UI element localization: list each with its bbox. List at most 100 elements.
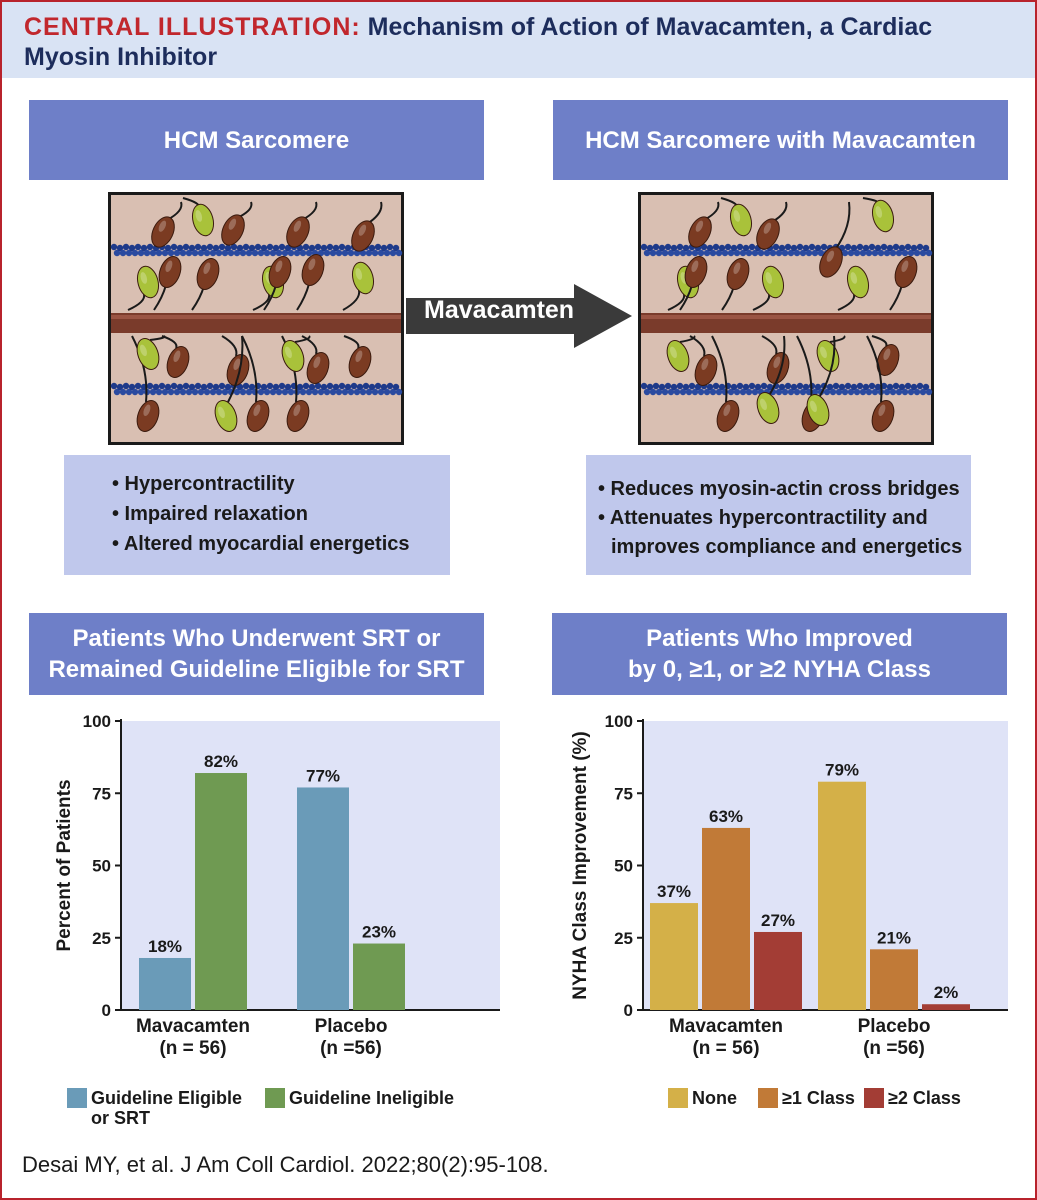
myosin-neck [227, 335, 244, 403]
bar [754, 931, 802, 1010]
myosin-neck [131, 335, 148, 403]
myosin-head-inhibited [729, 203, 753, 237]
myosin-head-inhibited [806, 394, 830, 426]
myosin-head [351, 220, 375, 252]
y-tick-label: 75 [614, 784, 633, 803]
myosin-neck [834, 201, 851, 251]
hcm-features-box: • Hypercontractility • Impaired relaxati… [64, 455, 450, 575]
bar-value-label: 2% [934, 983, 959, 1002]
myosin-head [894, 256, 918, 288]
myosin-neck [769, 335, 786, 395]
myosin-head [306, 352, 330, 384]
actin-filament [110, 243, 403, 257]
myosin-head-inhibited [214, 400, 238, 432]
myosin-neck [819, 335, 836, 397]
bullet-item: improves compliance and energetics [611, 536, 963, 558]
panel-head-nyha-line1: Patients Who Improved [646, 625, 913, 652]
y-tick-label: 50 [614, 857, 633, 876]
myosin-neck [241, 335, 258, 403]
myosin-head-inhibited [281, 340, 305, 372]
legend-label: Guideline Eligible or SRT [91, 1088, 243, 1128]
bar-value-label: 37% [657, 882, 691, 901]
legend-label: ≥2 Class [888, 1088, 961, 1108]
x-category-label: (n = 56) [159, 1038, 226, 1059]
x-category-label: Mavacamten [669, 1016, 783, 1037]
legend-swatch [67, 1088, 87, 1108]
myosin-neck [342, 289, 361, 311]
y-axis-label: NYHA Class Improvement (%) [570, 731, 591, 1000]
header-title: Mechanism of Action of Mavacamten, a Car… [24, 13, 933, 71]
myosin-head [286, 216, 310, 248]
legend-label: None [692, 1088, 737, 1108]
nyha-chart-legend: None ≥1 Class ≥2 Class [668, 1088, 998, 1112]
bar [922, 1004, 970, 1010]
panel-head-hcm-sarcomere-label: HCM Sarcomere [163, 126, 350, 154]
y-axis-label: Percent of Patients [54, 779, 75, 951]
myosin-head-inhibited [191, 203, 215, 237]
myosin-head-inhibited [761, 265, 785, 299]
bar-value-label: 23% [362, 923, 396, 942]
bar [353, 943, 405, 1010]
myosin-neck [871, 335, 888, 347]
panel-head-srt: Patients Who Underwent SRT or Remained G… [29, 613, 484, 695]
panel-head-srt-line1: Patients Who Underwent SRT or [72, 625, 441, 652]
legend-swatch [265, 1088, 285, 1108]
arrow-label: Mavacamten [424, 296, 575, 324]
bullet-item: • Attenuates hypercontractility and [598, 507, 928, 529]
bar-value-label: 79% [825, 761, 859, 780]
arrow-shape [406, 284, 632, 348]
bar-value-label: 77% [306, 766, 340, 785]
legend-item: None [668, 1088, 737, 1108]
bar [139, 957, 191, 1010]
mavacamten-arrow: Mavacamten [406, 284, 632, 348]
header-kicker: CENTRAL ILLUSTRATION: [24, 13, 361, 41]
myosin-head [819, 246, 843, 278]
bullet-item: • Altered myocardial energetics [112, 533, 410, 555]
bar [650, 903, 698, 1010]
myosin-head [286, 400, 310, 432]
bullet-item: • Reduces myosin-actin cross bridges [598, 478, 960, 500]
myosin-neck [866, 335, 883, 403]
y-tick-label: 100 [605, 712, 633, 731]
bar-value-label: 21% [877, 928, 911, 947]
y-tick-label: 25 [92, 929, 111, 948]
myosin-head-inhibited [351, 261, 375, 295]
sarcomere-mavacamten-illustration [638, 192, 934, 445]
panel-head-nyha-line2: by 0, ≥1, or ≥2 NYHA Class [628, 656, 931, 683]
x-category-label: (n = 56) [692, 1038, 759, 1059]
myosin-neck [829, 335, 846, 343]
myosin-head [196, 258, 220, 290]
srt-eligibility-chart: 0 25 50 75 100 Percent of Patients 18% 82% Mavac… [54, 712, 500, 1059]
citation: Desai MY, et al. J Am Coll Cardiol. 2022… [22, 1152, 549, 1177]
myosin-head [684, 256, 708, 288]
x-category-label: (n =56) [320, 1038, 382, 1059]
bar-value-label: 82% [204, 752, 238, 771]
myosin-head [726, 258, 750, 290]
myosin-neck [711, 335, 728, 403]
bar [870, 949, 918, 1010]
panel-head-hcm-mavacamten: HCM Sarcomere with Mavacamten [553, 100, 1008, 180]
myosin-head [268, 256, 292, 288]
panel-head-nyha: Patients Who Improved by 0, ≥1, or ≥2 NY… [552, 613, 1007, 695]
myosin-head [151, 216, 175, 248]
bar [702, 827, 750, 1010]
myosin-head-inhibited [871, 199, 895, 233]
x-category-label: Placebo [858, 1016, 931, 1037]
bullet-item: • Impaired relaxation [112, 503, 308, 525]
myosin-head [756, 218, 780, 250]
y-tick-label: 25 [614, 929, 633, 948]
srt-chart-legend: Guideline Eligible or SRT Guideline Inelig… [67, 1088, 487, 1132]
myosin-neck [149, 335, 166, 341]
myosin-head-inhibited [756, 392, 780, 424]
x-category-label: Placebo [315, 1016, 388, 1037]
myosin-neck [343, 335, 360, 349]
myosin-head [688, 216, 712, 248]
y-tick-label: 100 [83, 712, 111, 731]
mavacamten-effects-box: • Reduces myosin-actin cross bridges • A… [586, 455, 971, 575]
x-category-label: Mavacamten [136, 1016, 250, 1037]
panel-head-srt-line2: Remained Guideline Eligible for SRT [48, 656, 465, 683]
bar-value-label: 27% [761, 911, 795, 930]
legend-swatch [864, 1088, 884, 1108]
myosin-head [166, 346, 190, 378]
legend-label: ≥1 Class [782, 1088, 855, 1108]
